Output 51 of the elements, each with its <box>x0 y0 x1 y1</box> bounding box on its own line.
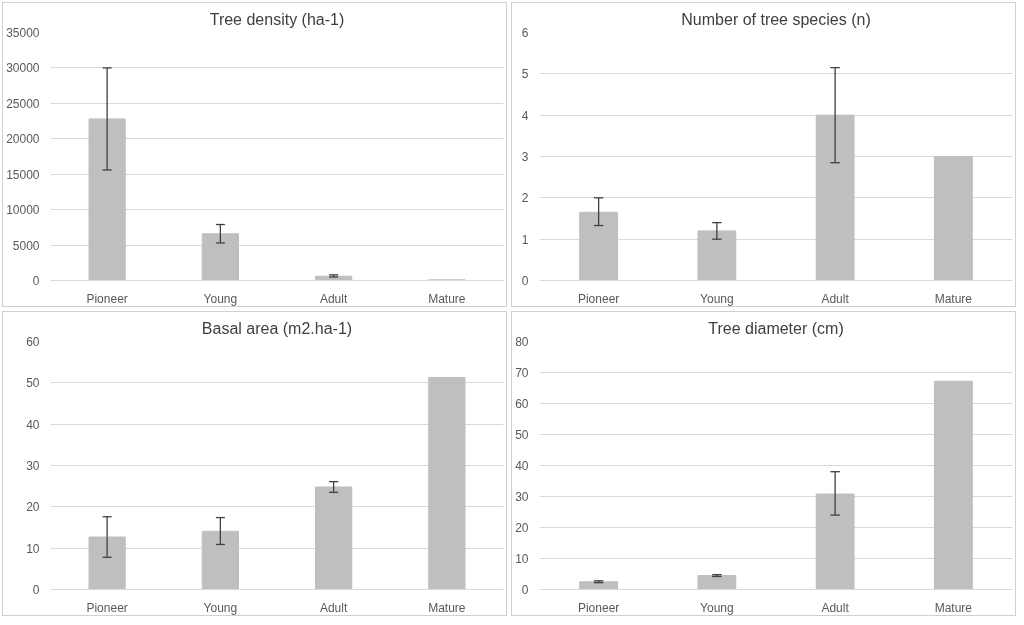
y-tick-label: 35000 <box>6 26 40 40</box>
y-tick-label: 3 <box>521 150 529 164</box>
y-tick-label: 10 <box>26 541 40 556</box>
x-tick-label: Pioneer <box>86 600 128 615</box>
x-tick-label: Mature <box>934 291 973 306</box>
x-tick-label: Mature <box>428 291 466 306</box>
y-tick-label: 40 <box>515 459 529 473</box>
y-tick-label: 25000 <box>6 96 40 111</box>
y-tick-label: 20000 <box>6 132 40 147</box>
chart-title: Tree diameter (cm) <box>708 319 844 337</box>
x-tick-label: Adult <box>821 291 850 306</box>
x-tick-label: Adult <box>319 600 348 615</box>
y-tick-label: 0 <box>32 583 40 597</box>
x-tick-label: Pioneer <box>577 600 620 615</box>
x-tick-label: Young <box>700 291 734 306</box>
y-tick-label: 4 <box>521 108 529 123</box>
y-tick-label: 70 <box>515 366 529 380</box>
x-tick-label: Pioneer <box>577 291 620 306</box>
x-tick-label: Adult <box>821 600 850 615</box>
y-tick-label: 80 <box>515 335 529 349</box>
y-tick-label: 0 <box>521 274 529 288</box>
x-tick-label: Adult <box>319 291 348 306</box>
y-tick-label: 5000 <box>12 238 40 253</box>
y-tick-label: 60 <box>515 397 529 411</box>
y-tick-label: 30 <box>515 490 529 504</box>
y-tick-label: 40 <box>26 417 40 432</box>
y-tick-label: 2 <box>521 191 529 206</box>
y-tick-label: 1 <box>521 232 529 247</box>
x-tick-label: Young <box>203 291 238 306</box>
y-tick-label: 5 <box>521 67 529 82</box>
y-tick-label: 6 <box>521 26 529 40</box>
x-tick-label: Young <box>203 600 238 615</box>
chart-title: Basal area (m2.ha-1) <box>201 319 353 337</box>
x-tick-label: Mature <box>934 600 973 615</box>
chart-title: Tree density (ha-1) <box>209 10 345 28</box>
y-tick-label: 15000 <box>6 167 40 182</box>
y-tick-label: 10000 <box>6 203 40 218</box>
y-tick-label: 50 <box>515 428 529 442</box>
y-tick-label: 20 <box>26 500 40 515</box>
y-tick-label: 50 <box>26 376 40 391</box>
y-tick-label: 30 <box>26 459 40 473</box>
x-tick-label: Young <box>700 600 734 615</box>
y-tick-label: 30000 <box>6 61 40 76</box>
x-tick-label: Mature <box>428 600 466 615</box>
chart-title: Number of tree species (n) <box>681 10 871 28</box>
x-tick-label: Pioneer <box>86 291 128 306</box>
y-tick-label: 20 <box>515 521 529 535</box>
y-tick-label: 0 <box>32 274 40 288</box>
y-tick-label: 0 <box>521 583 529 597</box>
y-tick-label: 10 <box>515 552 529 566</box>
y-tick-label: 60 <box>26 335 40 349</box>
